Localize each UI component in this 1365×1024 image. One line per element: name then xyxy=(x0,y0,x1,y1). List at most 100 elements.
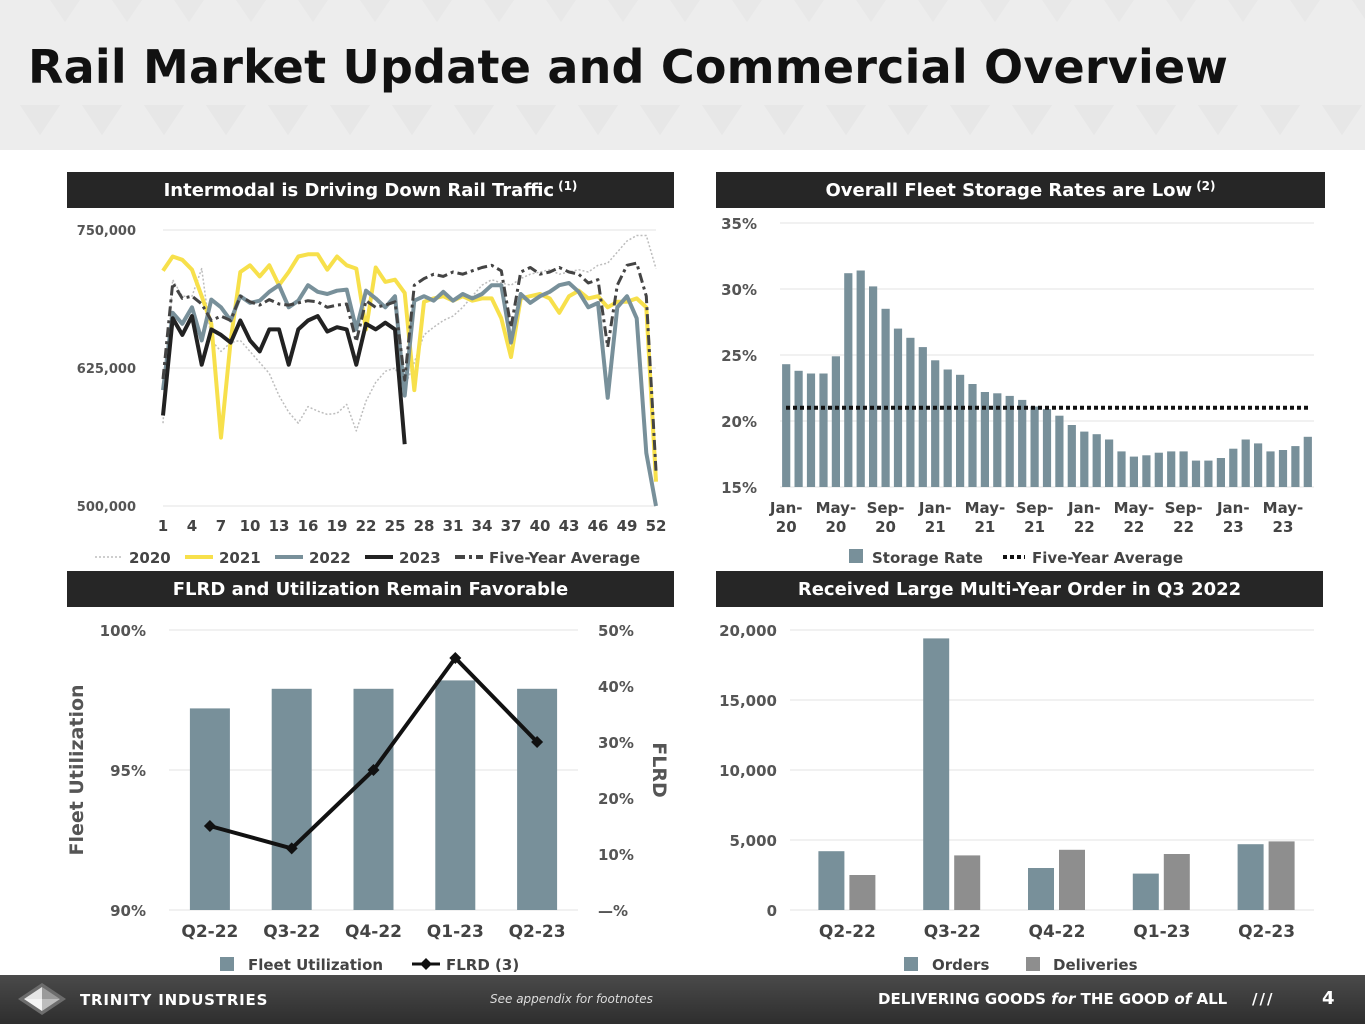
deliveries-bar xyxy=(849,875,876,910)
storage-rate-bar xyxy=(956,374,965,487)
legend-label: 2023 xyxy=(399,549,441,567)
orders-bar xyxy=(1132,873,1159,910)
x-tick-label: Q1-23 xyxy=(1133,922,1190,942)
panel-title-text: Overall Fleet Storage Rates are Low xyxy=(825,179,1193,201)
y-tick-label: 90% xyxy=(110,902,146,920)
x-tick-label: 52 xyxy=(646,517,667,535)
x-tick-label: 31 xyxy=(443,517,464,535)
x-tick-label: 13 xyxy=(269,517,290,535)
fleet-utilization-bar xyxy=(353,688,394,910)
legend-label: 2022 xyxy=(309,549,351,567)
legend-swatch xyxy=(220,957,234,971)
fleet-utilization-bar xyxy=(435,680,476,910)
storage-rate-bar xyxy=(819,373,828,487)
legend-swatch xyxy=(1026,957,1040,971)
y2-tick-label: 20% xyxy=(598,790,634,808)
storage-rate-bar xyxy=(1254,443,1263,487)
y-tick-label: 30% xyxy=(721,281,757,299)
legend-label: FLRD (3) xyxy=(446,956,519,974)
legend-label: Deliveries xyxy=(1053,956,1138,974)
y2-tick-label: —% xyxy=(598,902,628,920)
y-axis-label: Fleet Utilization xyxy=(66,684,88,855)
x-tick-label: 34 xyxy=(472,517,493,535)
storage-rate-bar xyxy=(1005,395,1014,487)
legend-label: 2020 xyxy=(129,549,171,567)
x-tick-label: Sep- xyxy=(867,499,905,517)
x-tick-label: 49 xyxy=(617,517,638,535)
y2-tick-label: 30% xyxy=(598,734,634,752)
x-tick-label: Q2-22 xyxy=(819,922,876,942)
x-tick-label: 4 xyxy=(187,517,197,535)
x-tick-label: 20 xyxy=(875,518,896,536)
x-tick-label: 28 xyxy=(414,517,435,535)
header-pattern xyxy=(20,0,1365,135)
legend-swatch xyxy=(849,549,863,563)
page-title: Rail Market Update and Commercial Overvi… xyxy=(28,40,1229,94)
x-tick-label: 22 xyxy=(1074,518,1095,536)
x-tick-label: 21 xyxy=(974,518,995,536)
panel-title-text: Received Large Multi-Year Order in Q3 20… xyxy=(797,578,1242,600)
x-tick-label: 20 xyxy=(776,518,797,536)
panel-title-text: FLRD and Utilization Remain Favorable xyxy=(172,578,569,600)
x-tick-label: May- xyxy=(1263,499,1304,517)
x-tick-label: 40 xyxy=(530,517,551,535)
series-line-2020 xyxy=(162,234,657,432)
flrd-point xyxy=(531,736,544,748)
legend-label: 2021 xyxy=(219,549,261,567)
storage-rate-bar xyxy=(1129,456,1138,487)
orders-bar xyxy=(818,851,845,910)
y-tick-label: 20% xyxy=(721,413,757,431)
footer-bar: TRINITY INDUSTRIES See appendix for foot… xyxy=(0,975,1365,1024)
x-tick-label: Q1-23 xyxy=(427,922,484,942)
y2-tick-label: 40% xyxy=(598,678,634,696)
y-tick-label: 500,000 xyxy=(77,500,136,515)
x-tick-label: 21 xyxy=(1024,518,1045,536)
x-tick-label: Q2-22 xyxy=(181,922,238,942)
y2-axis-label: FLRD xyxy=(648,742,670,798)
x-tick-label: 1 xyxy=(158,517,168,535)
storage-rate-bar xyxy=(980,392,989,487)
footnote-marker: (2) xyxy=(1196,179,1216,193)
footnote-text: See appendix for footnotes xyxy=(490,992,653,1006)
storage-rate-bar xyxy=(1042,409,1052,487)
x-tick-label: 37 xyxy=(501,517,522,535)
y-tick-label: 95% xyxy=(110,762,146,780)
storage-rate-bar xyxy=(881,308,890,487)
x-tick-label: Sep- xyxy=(1165,499,1203,517)
y-tick-label: 100% xyxy=(100,622,146,640)
storage-rate-bar xyxy=(1229,448,1238,487)
flrd-point xyxy=(203,820,216,832)
x-tick-label: May- xyxy=(816,499,857,517)
storage-rate-bar xyxy=(844,273,853,487)
x-tick-label: May- xyxy=(965,499,1006,517)
storage-rate-bar xyxy=(1055,415,1064,487)
y-tick-label: 10,000 xyxy=(719,762,777,780)
storage-rate-bar xyxy=(1303,436,1312,487)
y2-tick-label: 50% xyxy=(598,622,634,640)
x-tick-label: 19 xyxy=(327,517,348,535)
x-tick-label: May- xyxy=(1114,499,1155,517)
storage-rate-bar xyxy=(1154,452,1163,487)
legend-label: Five-Year Average xyxy=(1032,549,1183,567)
storage-rate-bar xyxy=(1067,425,1076,487)
x-tick-label: 25 xyxy=(385,517,406,535)
x-tick-label: Jan- xyxy=(1216,499,1250,517)
x-tick-label: Jan- xyxy=(1067,499,1101,517)
fleet-utilization-bar xyxy=(189,708,230,910)
storage-rate-bar xyxy=(831,356,840,487)
deliveries-bar xyxy=(1163,854,1190,910)
series-line-2022 xyxy=(161,281,658,507)
x-tick-label: Q4-22 xyxy=(345,922,402,942)
tagline-slashes: /// xyxy=(1252,990,1275,1008)
trinity-logo-icon xyxy=(18,983,66,1015)
storage-rate-bar xyxy=(943,369,952,487)
x-tick-label: 7 xyxy=(216,517,226,535)
x-tick-label: 10 xyxy=(240,517,261,535)
x-tick-label: 21 xyxy=(925,518,946,536)
storage-rate-bar xyxy=(782,364,791,487)
storage-rate-bar xyxy=(794,370,803,487)
storage-rate-bar xyxy=(869,286,878,487)
y-tick-label: 750,000 xyxy=(77,224,136,239)
